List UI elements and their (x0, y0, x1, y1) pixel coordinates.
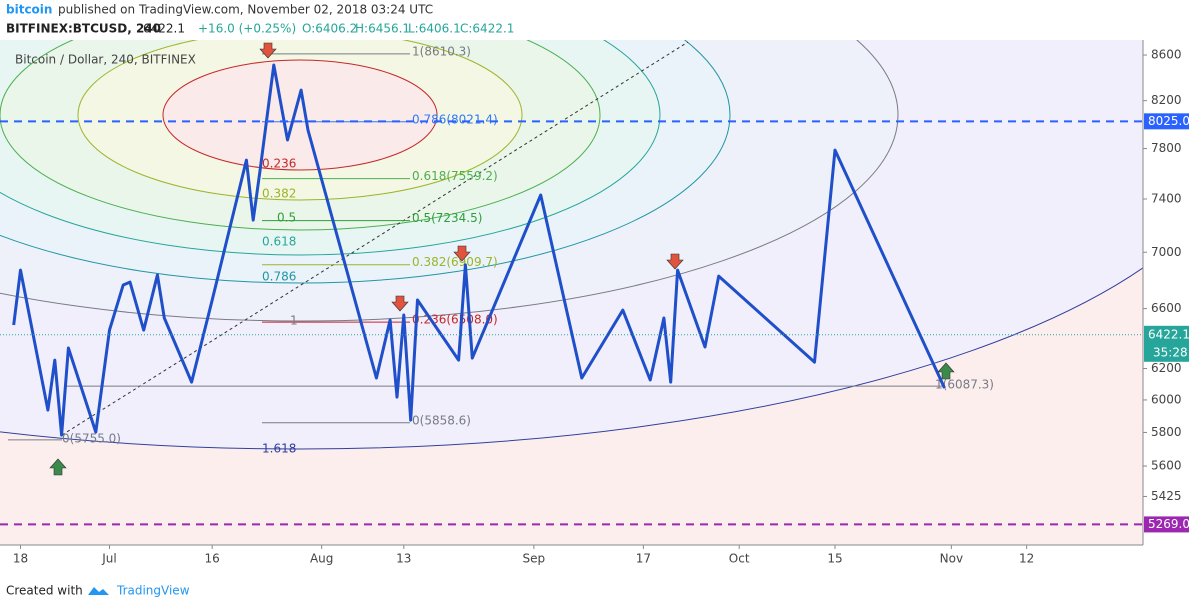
y-tick-label: 7800 (1151, 141, 1182, 155)
x-tick-label: 12 (1019, 552, 1034, 566)
open: O:6406.2 (302, 22, 357, 36)
x-tick-label: 13 (396, 552, 411, 566)
price-line-tag (1144, 113, 1189, 130)
x-tick-label: 16 (205, 552, 220, 566)
fib-level-label: 0.5(7234.5) (412, 211, 482, 225)
fib-circle (162, 59, 438, 171)
fib-circles (0, 40, 1143, 545)
x-tick-label: 15 (827, 552, 842, 566)
plot: 1(8610.3) 0.786(8021.4) 0.618(7559.2) 0.5(7… (8, 42, 994, 476)
fib-level-label: 0.618(7559.2) (412, 169, 498, 183)
y-tick-label: 6000 (1151, 392, 1182, 406)
y-tick-label: 8200 (1151, 93, 1182, 107)
legend-title: Bitcoin / Dollar, 240, BITFINEX (15, 53, 196, 67)
zigzag-line (12, 63, 946, 437)
countdown: 35:28 (1153, 345, 1188, 359)
fib-level-label: 0.382(6909.7) (412, 255, 498, 269)
price-line-tag (1144, 516, 1189, 533)
fib-circle-label: 0.786 (262, 270, 296, 284)
change: +16.0 (+0.25%) (198, 22, 296, 36)
fib-circle-label: 0.618 (262, 235, 296, 249)
sell-arrow (391, 295, 409, 312)
fib-circle-label: 0.236 (262, 157, 296, 171)
close: C:6422.1 (460, 22, 514, 36)
y-tick-label: 5425 (1151, 489, 1182, 503)
last-price: 6422.1 (143, 22, 185, 36)
x-tick-label: Aug (310, 552, 333, 566)
y-tick-label: 5600 (1151, 459, 1182, 473)
x-tick-label: Oct (729, 552, 750, 566)
symbol: BITFINEX:BTCUSD, 240 (6, 22, 161, 36)
fib-extension-label: 0(5755.0) (62, 431, 121, 445)
published: published on TradingView.com, November 0… (58, 3, 433, 17)
fib-level-label: 0.786(8021.4) (412, 112, 498, 126)
y-tick-label: 7400 (1151, 192, 1182, 206)
low: L:6406.1 (408, 22, 461, 36)
sell-arrow (259, 42, 277, 59)
current-price-label: 6422.1 (1148, 327, 1190, 341)
y-tick-label: 6600 (1151, 301, 1182, 315)
buy-arrow (937, 362, 955, 380)
current-price-tag (1144, 325, 1189, 362)
fib-circle-label: 1 (290, 314, 298, 328)
x-tick-label: Nov (940, 552, 963, 566)
y-tick-label: 6200 (1151, 361, 1182, 375)
sell-arrow (453, 245, 471, 262)
author: bitcoin (6, 3, 52, 17)
fib-extension-label: 1(6087.3) (935, 378, 994, 392)
tradingview-logo (88, 587, 109, 595)
fib-circle-label: 0.382 (262, 187, 296, 201)
price-line-label: 5269.0 (1148, 517, 1190, 531)
fib-level-label: 0(5858.6) (412, 413, 471, 427)
price-line-label: 8025.0 (1148, 114, 1190, 128)
sell-arrow (666, 253, 684, 270)
brand: TradingView (116, 584, 190, 598)
x-tick-label: 18 (13, 552, 28, 566)
x-tick-label: Sep (523, 552, 546, 566)
x-tick-label: Jul (101, 552, 116, 566)
x-tick-label: 17 (636, 552, 651, 566)
created-with: Created with (6, 584, 83, 598)
fib-circle-label: 0.5 (277, 211, 296, 225)
y-tick-label: 5800 (1151, 425, 1182, 439)
fib-level-label: 1(8610.3) (412, 44, 471, 58)
buy-arrow (49, 458, 67, 476)
y-tick-label: 7000 (1151, 245, 1182, 259)
high: H:6456.1 (355, 22, 410, 36)
fib-circle-label: 1.618 (262, 442, 296, 456)
y-tick-label: 8600 (1151, 48, 1182, 62)
